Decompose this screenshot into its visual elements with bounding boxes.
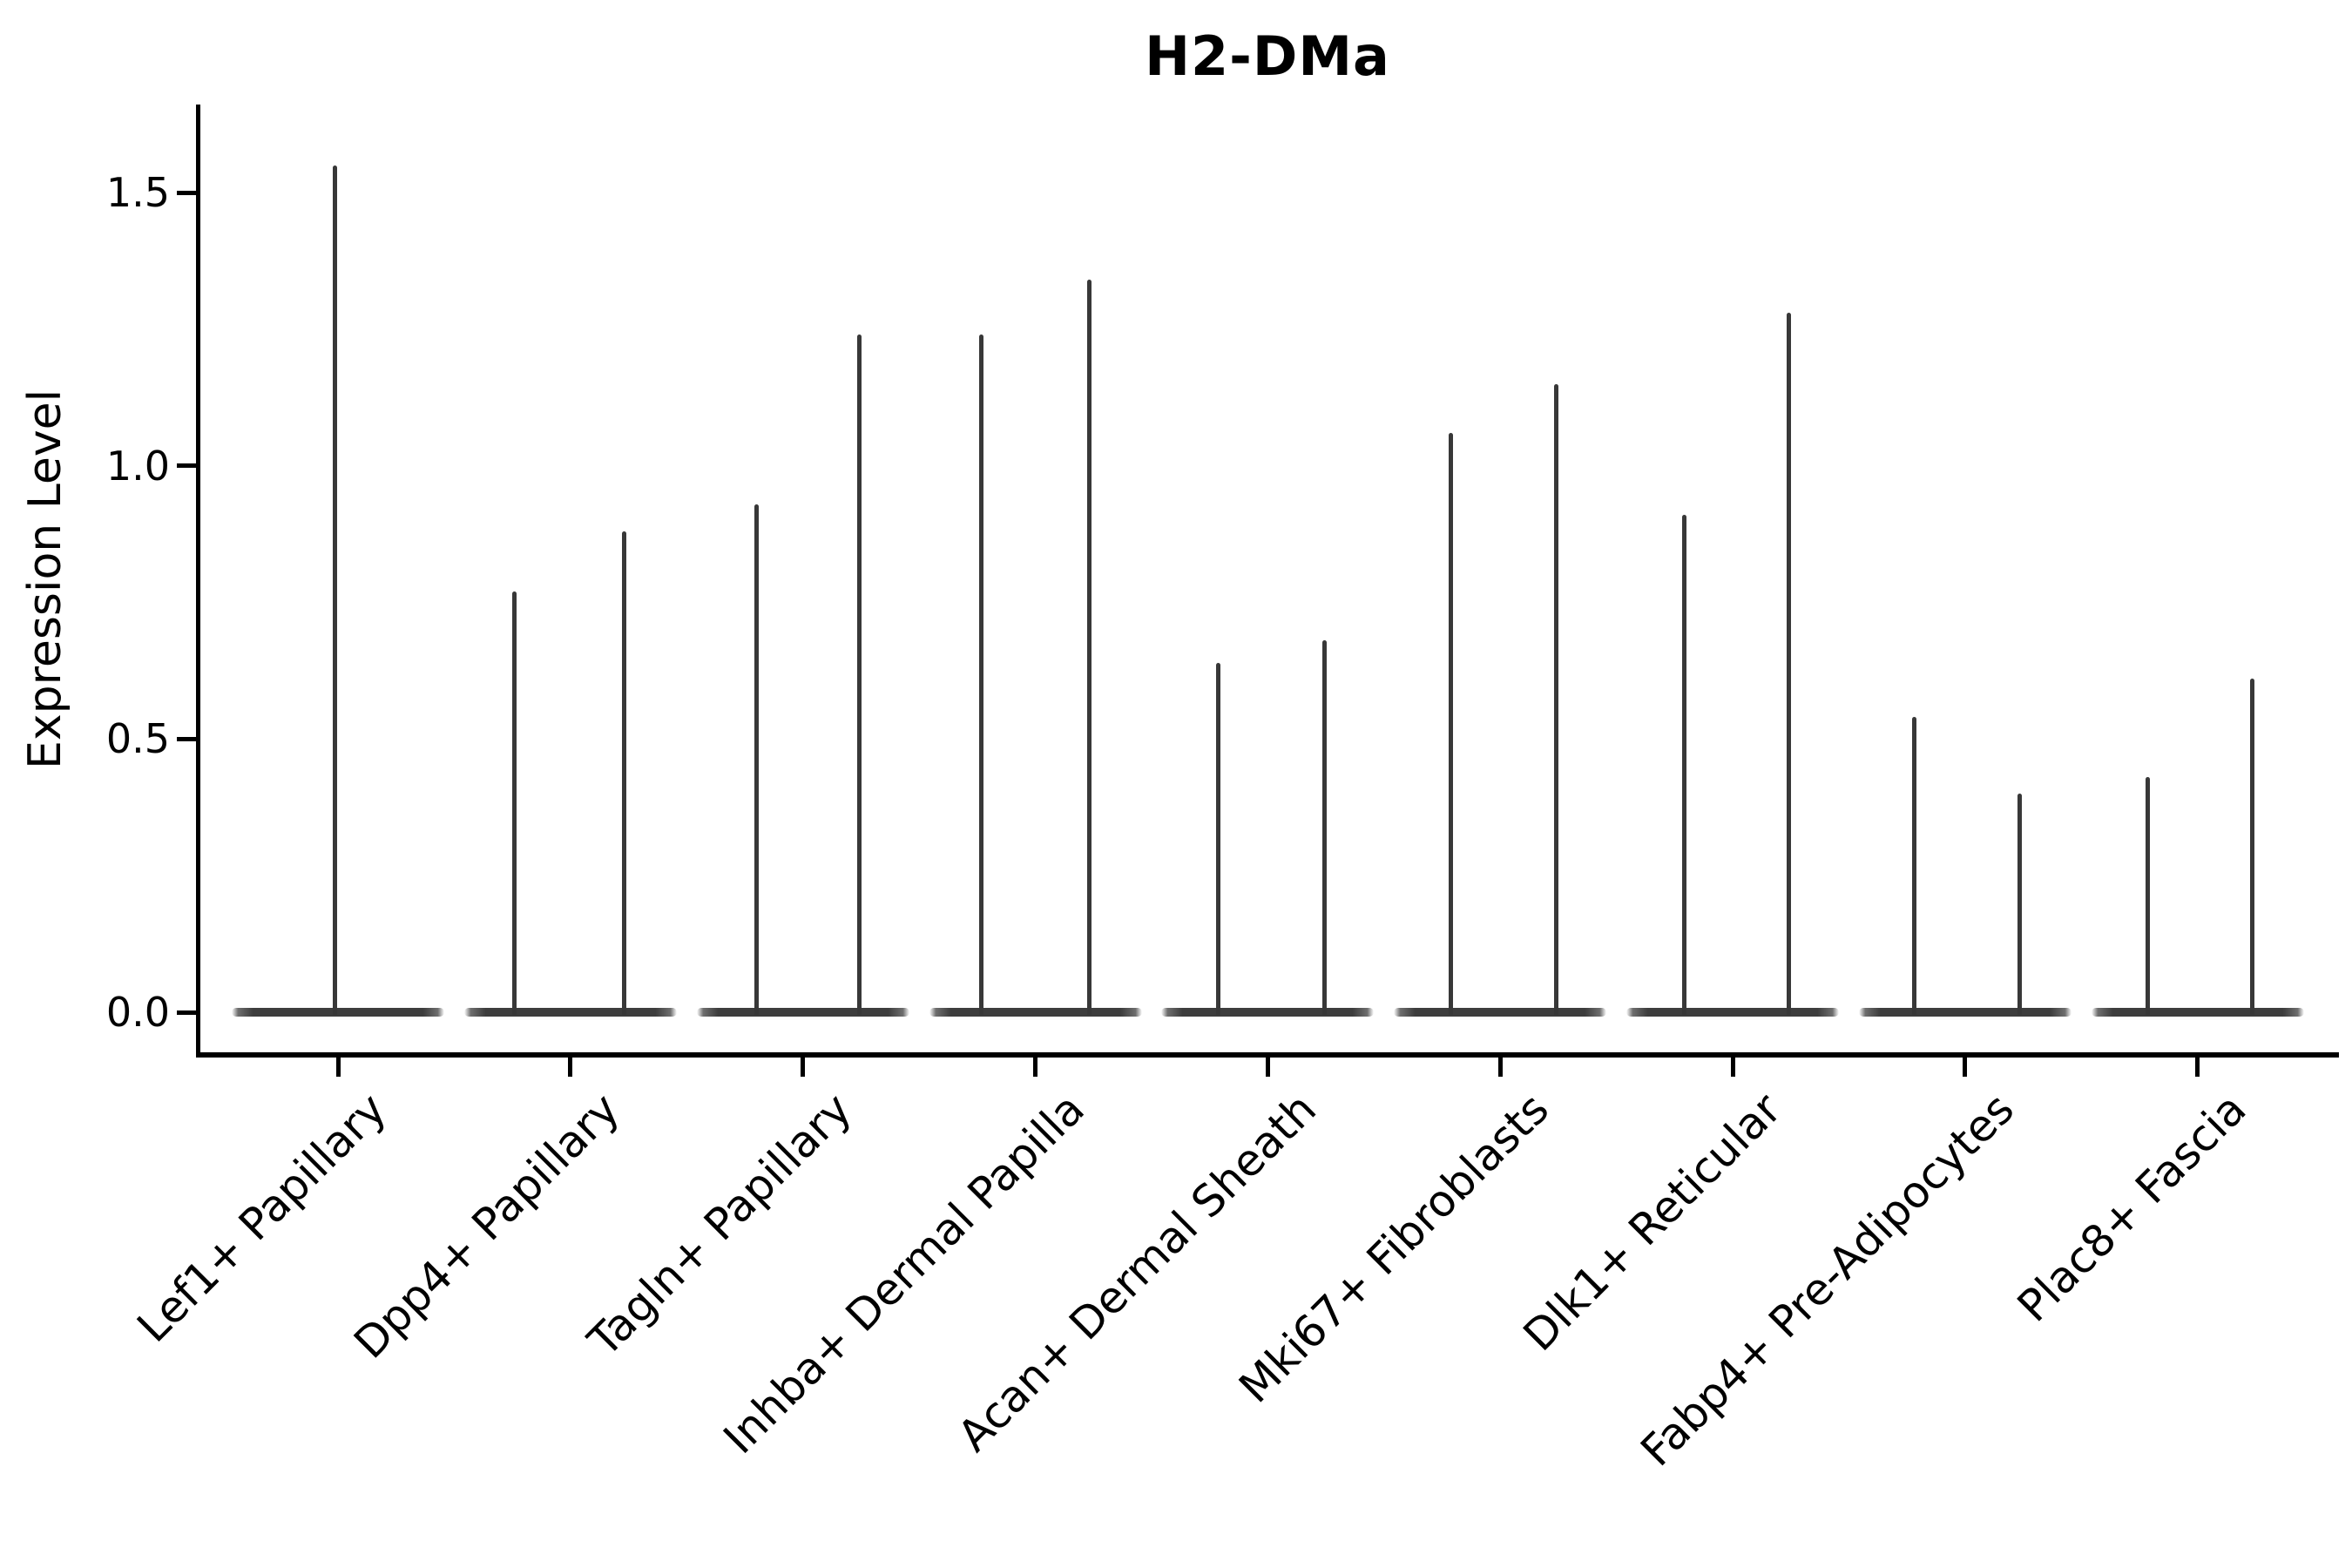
y-tick-mark [177, 463, 196, 469]
x-axis-spine [196, 1052, 2339, 1058]
plot-title: H2-DMa [1145, 24, 1390, 88]
violin-spike [979, 335, 984, 1015]
violin-spike [1681, 515, 1686, 1015]
x-tick-label: Plac8+ Fascia [2007, 1083, 2256, 1332]
x-tick-mark [335, 1058, 341, 1077]
x-tick-mark [1265, 1058, 1270, 1077]
violin-spike [1321, 640, 1327, 1015]
violin-spike [754, 504, 760, 1015]
violin-spike [2146, 777, 2151, 1015]
violin-base [1626, 1008, 1840, 1017]
violin-base [463, 1008, 677, 1017]
violin-base [1858, 1008, 2072, 1017]
violin-spike [332, 165, 337, 1015]
violin-base [232, 1008, 444, 1017]
x-tick-mark [801, 1058, 806, 1077]
y-tick-label: 0.0 [105, 989, 170, 1036]
y-axis-spine [196, 105, 200, 1057]
x-tick-label: Tagln+ Papillary [578, 1083, 862, 1367]
violin-spike [1553, 383, 1558, 1015]
violin-base [1394, 1008, 1607, 1017]
violin-base [696, 1008, 909, 1017]
x-tick-mark [1730, 1058, 1735, 1077]
x-tick-mark [1963, 1058, 1968, 1077]
violin-spike [857, 335, 862, 1015]
y-tick-label: 1.0 [105, 442, 170, 490]
x-tick-mark [2195, 1058, 2200, 1077]
y-tick-label: 1.5 [105, 169, 170, 216]
x-tick-label: Dlk1+ Reticular [1513, 1083, 1792, 1362]
x-tick-label: Fabp4+ Pre-Adipocytes [1631, 1083, 2024, 1477]
violin-spike [1215, 662, 1220, 1015]
violin-base [929, 1008, 1142, 1017]
y-tick-mark [177, 736, 196, 741]
violin-spike [2017, 794, 2023, 1015]
violin-spike [1087, 280, 1092, 1015]
x-tick-mark [1033, 1058, 1038, 1077]
violin-spike [622, 531, 627, 1015]
violin-spike [1786, 313, 1791, 1015]
x-tick-mark [1497, 1058, 1503, 1077]
violin-spike [2250, 679, 2255, 1015]
violin-spike [512, 591, 517, 1015]
x-tick-label: Lef1+ Papillary [127, 1083, 396, 1352]
violin-spike [1912, 717, 1917, 1015]
violin-base [2091, 1008, 2304, 1017]
violin-spike [1448, 433, 1453, 1015]
y-tick-label: 0.5 [105, 715, 170, 763]
y-tick-mark [177, 1010, 196, 1015]
violin-base [1161, 1008, 1375, 1017]
y-tick-mark [177, 190, 196, 195]
x-tick-mark [568, 1058, 573, 1077]
